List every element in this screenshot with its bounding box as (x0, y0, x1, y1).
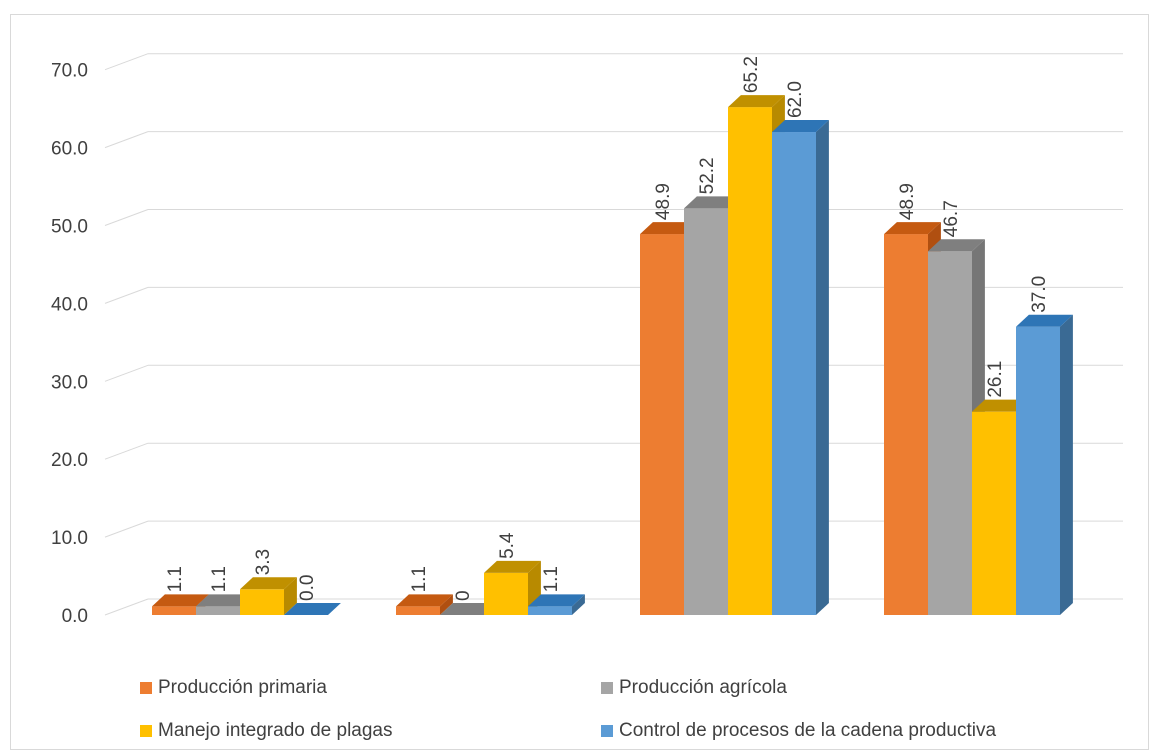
grid-diag-6 (104, 131, 149, 149)
legend-item-produccion-agricola: Producción agrícola (601, 677, 787, 699)
grid-diag-1 (104, 520, 149, 538)
bar-side-control-procesos-1 (572, 594, 585, 615)
data-label-produccion-primaria-0: 1.1 (165, 566, 186, 592)
grid-diag-3 (104, 364, 149, 382)
y-tick-label-2: 20.0 (51, 450, 88, 471)
chart-frame (10, 14, 1149, 750)
data-label-manejo-integrado-3: 26.1 (985, 361, 1006, 398)
legend-label-manejo-integrado: Manejo integrado de plagas (158, 720, 393, 741)
y-tick-label-4: 40.0 (51, 294, 88, 315)
bar-manejo-integrado-3 (972, 411, 1016, 615)
data-label-produccion-primaria-3: 48.9 (897, 183, 918, 220)
grid-diag-4 (104, 286, 149, 304)
legend-label-produccion-primaria: Producción primaria (158, 677, 327, 698)
legend-swatch-produccion-agricola (601, 682, 613, 694)
legend-item-manejo-integrado: Manejo integrado de plagas (140, 720, 393, 742)
legend-swatch-manejo-integrado (140, 725, 152, 737)
data-label-control-procesos-0: 0.0 (297, 575, 318, 601)
bar-top-produccion-primaria-3 (884, 222, 941, 235)
bar-control-procesos-2 (772, 132, 816, 615)
bar-produccion-agricola-3 (928, 251, 972, 615)
legend-item-produccion-primaria: Producción primaria (140, 677, 327, 699)
bar-produccion-primaria-1 (396, 606, 440, 615)
bar-produccion-primaria-0 (152, 606, 196, 615)
bar-top-produccion-agricola-3 (928, 239, 985, 252)
bar-manejo-integrado-0 (240, 589, 284, 615)
bar-manejo-integrado-2 (728, 107, 772, 615)
y-tick-label-3: 30.0 (51, 372, 88, 393)
data-label-manejo-integrado-0: 3.3 (253, 549, 274, 575)
legend-label-produccion-agricola: Producción agrícola (619, 677, 787, 698)
data-label-manejo-integrado-2: 65.2 (741, 56, 762, 93)
bar-top-manejo-integrado-2 (728, 95, 785, 108)
bar-produccion-agricola-2 (684, 208, 728, 615)
legend-item-control-procesos: Control de procesos de la cadena product… (601, 720, 996, 742)
bar-top-produccion-primaria-1 (396, 594, 453, 607)
bar-side-manejo-integrado-0 (284, 577, 297, 615)
data-label-control-procesos-3: 37.0 (1029, 276, 1050, 313)
y-tick-label-5: 50.0 (51, 217, 88, 238)
data-label-control-procesos-1: 1.1 (541, 566, 562, 592)
bar-top-control-procesos-1 (528, 594, 585, 607)
bar-manejo-integrado-1 (484, 572, 528, 615)
data-label-produccion-agricola-3: 46.7 (941, 200, 962, 237)
y-tick-label-6: 60.0 (51, 139, 88, 160)
bar-control-procesos-3 (1016, 326, 1060, 615)
data-label-produccion-agricola-2: 52.2 (697, 157, 718, 194)
bar-top-manejo-integrado-3 (972, 399, 1029, 412)
bar-top-control-procesos-2 (772, 120, 829, 133)
bar-side-control-procesos-3 (1060, 314, 1073, 615)
bar-produccion-primaria-3 (884, 234, 928, 615)
bar-top-produccion-agricola-2 (684, 196, 741, 209)
data-label-produccion-primaria-1: 1.1 (409, 566, 430, 592)
bar-top-produccion-primaria-2 (640, 222, 697, 235)
data-label-manejo-integrado-1: 5.4 (497, 532, 518, 559)
y-tick-label-1: 10.0 (51, 528, 88, 549)
bar-top-control-procesos-0 (284, 603, 341, 615)
data-label-produccion-agricola-0: 1.1 (209, 566, 230, 592)
bar-top-produccion-agricola-1 (440, 603, 497, 615)
bar-control-procesos-1 (528, 606, 572, 615)
data-label-produccion-primaria-2: 48.9 (653, 183, 674, 220)
data-label-produccion-agricola-1: 0 (453, 590, 474, 601)
legend-swatch-produccion-primaria (140, 682, 152, 694)
data-label-control-procesos-2: 62.0 (785, 81, 806, 118)
bar-produccion-primaria-2 (640, 234, 684, 615)
y-tick-label-7: 70.0 (51, 61, 88, 82)
bar-top-produccion-agricola-0 (196, 594, 253, 607)
bar-side-produccion-primaria-1 (440, 594, 453, 615)
bar-produccion-agricola-0 (196, 606, 240, 615)
legend-label-control-procesos: Control de procesos de la cadena product… (619, 720, 997, 741)
grid-diag-2 (104, 442, 149, 460)
bar-side-control-procesos-2 (816, 120, 829, 616)
bar-top-produccion-primaria-0 (152, 594, 209, 607)
legend-swatch-control-procesos (601, 725, 613, 737)
grid-diag-7 (104, 53, 149, 71)
y-tick-label-0: 0.0 (62, 606, 88, 627)
bar-top-manejo-integrado-0 (240, 577, 297, 590)
bar-top-manejo-integrado-1 (484, 560, 541, 573)
grid-diag-0 (104, 598, 149, 616)
grid-diag-5 (104, 209, 149, 226)
bar-top-control-procesos-3 (1016, 314, 1073, 327)
